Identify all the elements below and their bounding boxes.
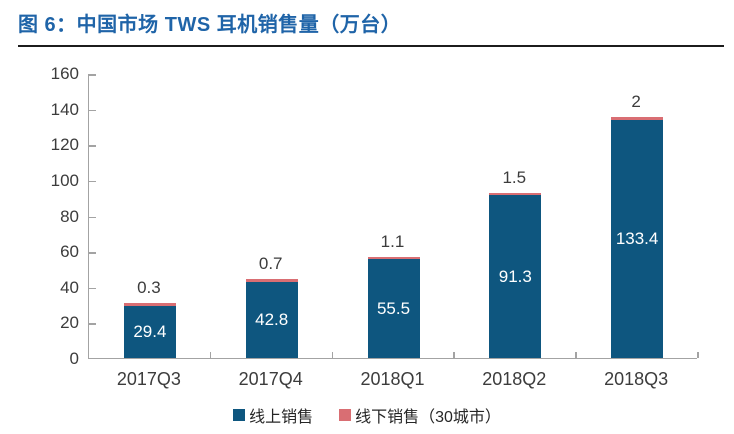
x-tick-mark: [209, 352, 212, 358]
title-divider: [18, 45, 724, 47]
bar-segment-offline: [489, 192, 542, 196]
legend-swatch-icon: [233, 409, 246, 421]
bar-total-label: 0.3: [137, 278, 161, 298]
bar-segment-online: [489, 195, 542, 358]
bar-segment-offline: [367, 256, 420, 260]
legend-item: 线下销售（30城市）: [339, 403, 501, 427]
y-tick-label: 100: [50, 170, 79, 190]
y-tick-mark: [89, 74, 96, 76]
y-tick-mark: [89, 109, 96, 112]
bar-inner-label: 133.4: [615, 229, 659, 249]
bar-2018Q2: 91.3: [489, 192, 542, 358]
bar-inner-label: 91.3: [498, 266, 532, 286]
y-tick-label: 120: [50, 135, 79, 155]
bar-2017Q3: 29.4: [123, 303, 176, 358]
bar-total-label: 2: [631, 91, 641, 111]
bar-inner-label: 29.4: [133, 321, 167, 341]
bar-segment-online: [245, 281, 298, 358]
bar-inner-label: 42.8: [255, 309, 289, 329]
y-tick-label: 160: [50, 64, 79, 83]
x-tick-label: 2018Q2: [482, 369, 547, 389]
x-tick-label: 2017Q4: [238, 369, 303, 389]
bar-2017Q4: 42.8: [245, 279, 298, 358]
legend-label: 线上销售: [249, 409, 314, 426]
x-tick-label: 2018Q1: [360, 369, 425, 389]
bar-total-label: 1.1: [380, 231, 405, 251]
legend-swatch-icon: [339, 409, 352, 421]
bar-total-label: 0.7: [258, 254, 283, 274]
bar-segment-offline: [611, 116, 664, 121]
bar-total-label: 1.5: [502, 167, 527, 187]
figure-title: 图 6：中国市场 TWS 耳机销售量（万台）: [18, 14, 402, 36]
x-tick-label: 2018Q3: [604, 369, 669, 389]
bar-segment-offline: [245, 279, 298, 282]
y-tick-mark: [89, 216, 96, 218]
bar-segment-offline: [123, 303, 176, 306]
y-tick-mark: [89, 180, 96, 183]
bar-segment-online: [123, 305, 176, 358]
y-tick-label: 0: [69, 349, 79, 368]
y-tick-mark: [89, 252, 96, 254]
bar-2018Q1: 55.5: [367, 256, 420, 358]
legend-item: 线上销售: [233, 403, 313, 427]
y-tick-label: 40: [60, 277, 79, 297]
plot-area: 29.4 42.8 55.5 91.3 133.4: [88, 74, 699, 359]
x-tick-mark: [697, 352, 699, 358]
y-tick-label: 60: [60, 242, 79, 262]
legend-label: 线下销售（30城市）: [355, 409, 501, 426]
y-tick-mark: [89, 323, 96, 325]
bar-segment-online: [367, 259, 420, 358]
legend: 线上销售 线下销售（30城市）: [0, 403, 734, 427]
y-tick-label: 140: [50, 99, 79, 119]
x-tick-mark: [453, 352, 455, 358]
bar-inner-label: 55.5: [376, 298, 411, 318]
bar-segment-online: [611, 120, 664, 358]
x-tick-label: 2017Q3: [116, 369, 181, 389]
y-tick-label: 20: [60, 313, 79, 333]
y-tick-mark: [89, 287, 96, 290]
bar-2018Q3: 133.4: [611, 116, 664, 358]
y-tick-mark: [89, 145, 96, 147]
x-tick-mark: [575, 352, 577, 358]
y-tick-label: 80: [60, 206, 79, 226]
x-tick-mark: [331, 352, 334, 358]
